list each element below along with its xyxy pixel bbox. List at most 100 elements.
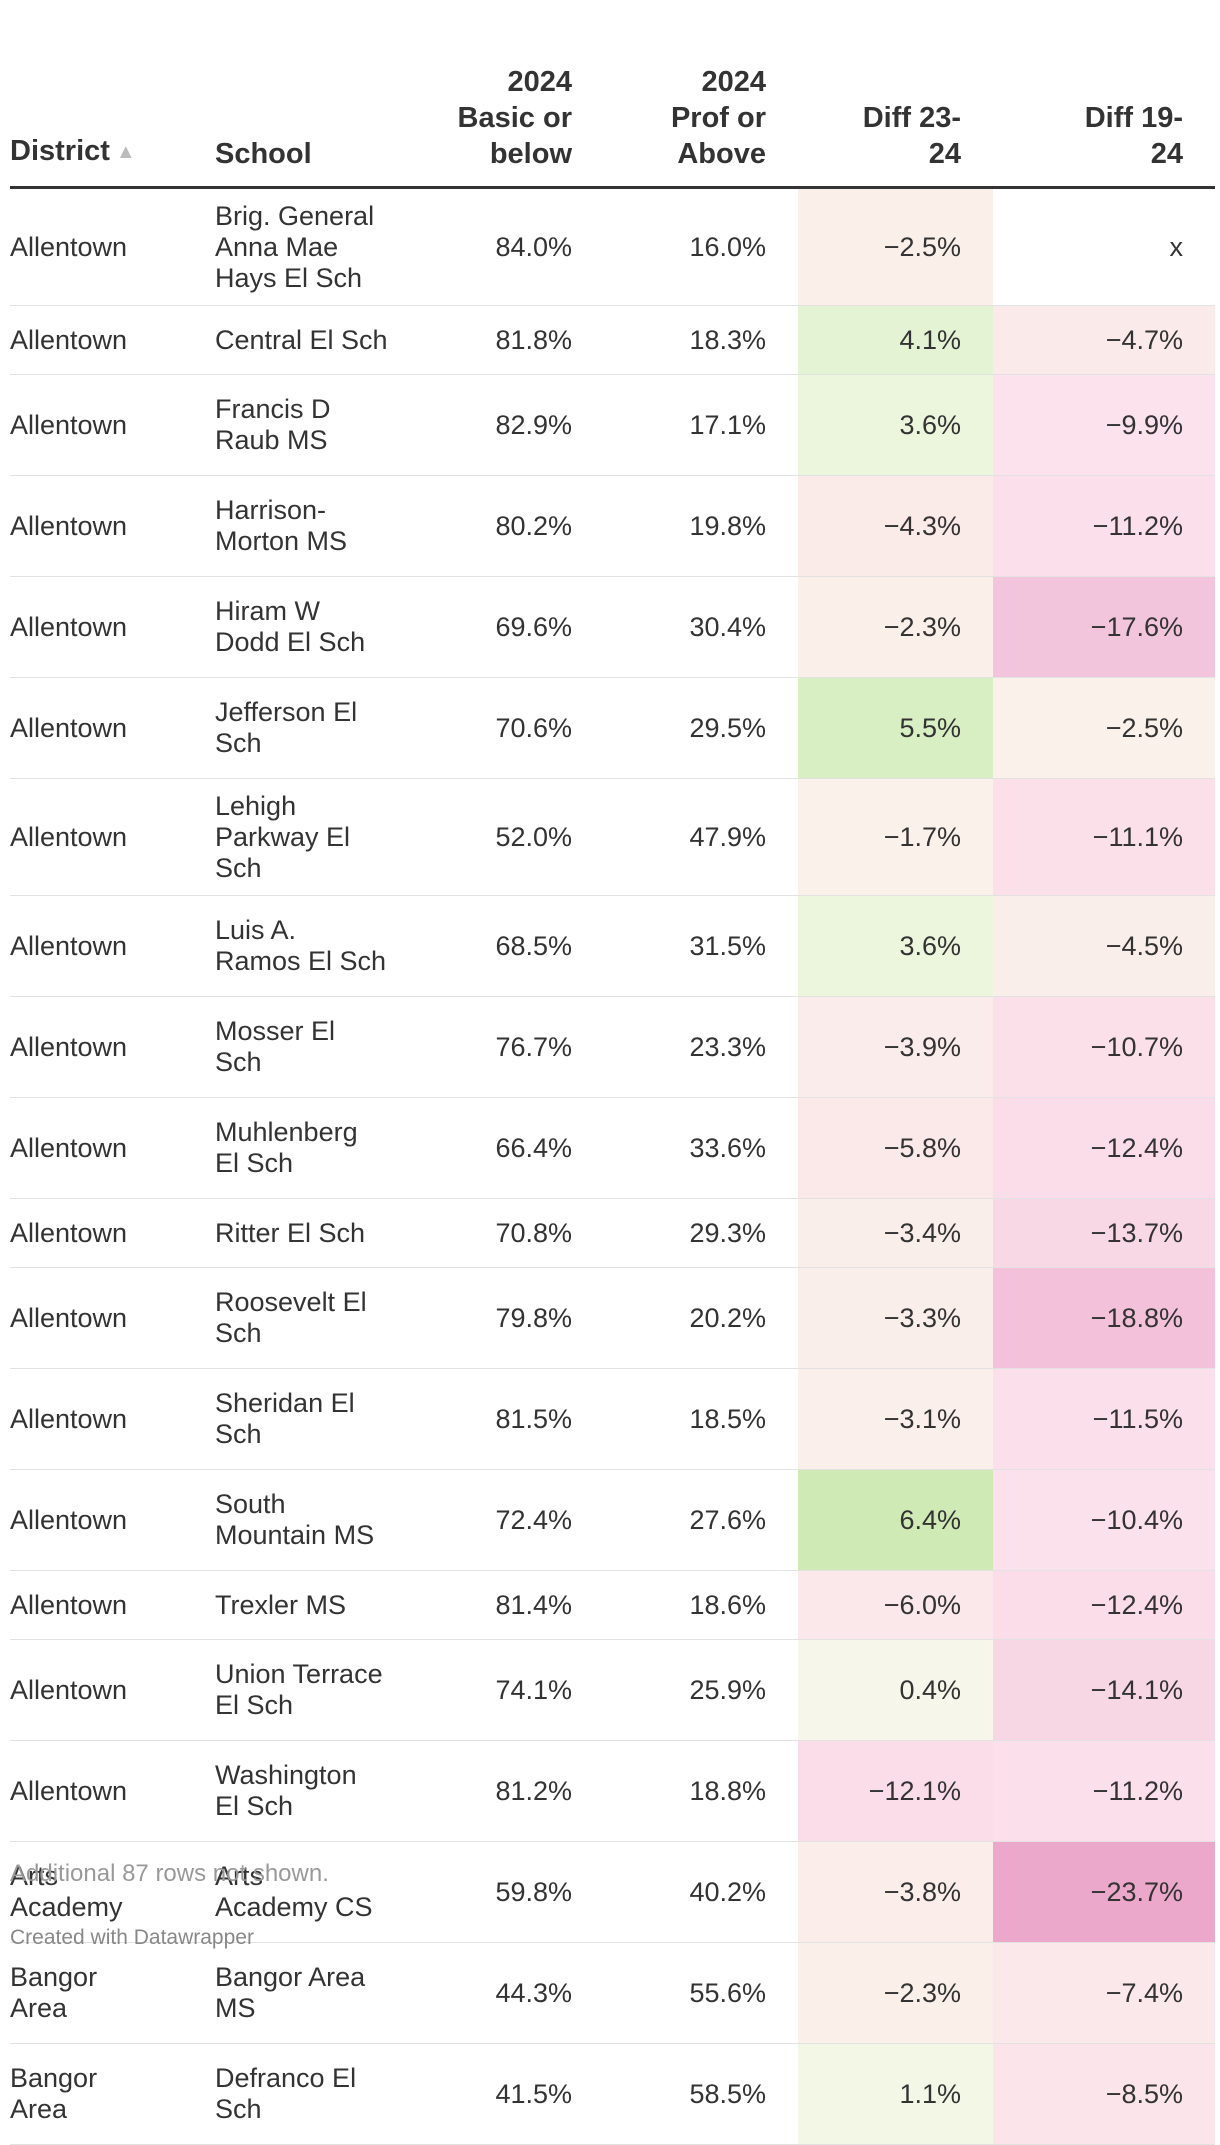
cell-basic: 72.4% bbox=[412, 1469, 604, 1571]
cell-text-line: Area bbox=[10, 1993, 68, 2023]
table-container: District ▲ School 2024 Basic or below 2024 Prof… bbox=[10, 0, 1215, 2145]
cell-text-line: Allentown bbox=[10, 821, 128, 852]
cell-text-line: Washington bbox=[215, 1760, 357, 1790]
cell-d2324: 4.1% bbox=[798, 305, 993, 375]
column-header-prof[interactable]: 2024 Prof or Above bbox=[604, 0, 798, 189]
cell-text-line: Muhlenberg bbox=[215, 1117, 358, 1147]
cell-d1924: −8.5% bbox=[993, 2043, 1215, 2145]
column-header-text: 2024 bbox=[701, 66, 766, 98]
cell-d1924: −12.4% bbox=[993, 1570, 1215, 1640]
cell-prof: 47.9% bbox=[604, 778, 798, 896]
cell-text-line: Allentown bbox=[10, 930, 128, 961]
cell-text-line: Trexler MS bbox=[215, 1589, 347, 1620]
cell-d2324: −3.1% bbox=[798, 1368, 993, 1470]
table-row: Allentown Harrison- Morton MS 80.2% 19.8% −4.… bbox=[10, 475, 1215, 577]
cell-prof: 58.5% bbox=[604, 2043, 798, 2145]
sort-ascending-icon[interactable]: ▲ bbox=[115, 141, 136, 163]
cell-basic: 69.6% bbox=[412, 576, 604, 678]
column-header-school[interactable]: School bbox=[215, 0, 412, 189]
rows-not-shown-note: Additional 87 rows not shown. bbox=[10, 1860, 329, 1887]
cell-school: Jefferson El Sch bbox=[215, 677, 412, 779]
table-row: Allentown Roosevelt El Sch 79.8% 20.2% −3.3% −… bbox=[10, 1267, 1215, 1369]
cell-basic: 70.6% bbox=[412, 677, 604, 779]
cell-text-line: Brig. General bbox=[215, 200, 375, 231]
cell-text-line: Dodd El Sch bbox=[215, 627, 366, 657]
cell-d2324: −6.0% bbox=[798, 1570, 993, 1640]
column-header-text: Above bbox=[677, 138, 766, 170]
column-header-d1924[interactable]: Diff 19- 24 bbox=[993, 0, 1215, 189]
cell-d2324: 1.1% bbox=[798, 2043, 993, 2145]
cell-d2324: 3.6% bbox=[798, 895, 993, 997]
cell-text-line: Allentown bbox=[10, 1403, 128, 1434]
cell-district: Allentown bbox=[10, 1267, 215, 1369]
cell-school: Sheridan El Sch bbox=[215, 1368, 412, 1470]
column-header-district[interactable]: District ▲ bbox=[10, 0, 215, 189]
cell-basic: 41.5% bbox=[412, 2043, 604, 2145]
cell-prof: 20.2% bbox=[604, 1267, 798, 1369]
cell-d1924: −11.2% bbox=[993, 1740, 1215, 1842]
cell-prof: 18.3% bbox=[604, 305, 798, 375]
cell-text-line: Harrison- bbox=[215, 495, 327, 525]
cell-text-line: Arts bbox=[215, 1861, 264, 1891]
cell-d2324: −1.7% bbox=[798, 778, 993, 896]
cell-school: Roosevelt El Sch bbox=[215, 1267, 412, 1369]
cell-d1924: x bbox=[993, 187, 1215, 306]
column-header-basic[interactable]: 2024 Basic or below bbox=[412, 0, 604, 189]
cell-basic: 76.7% bbox=[412, 996, 604, 1098]
cell-basic: 79.8% bbox=[412, 1267, 604, 1369]
cell-d2324: −3.8% bbox=[798, 1841, 993, 1943]
cell-text-line: Roosevelt El bbox=[215, 1287, 367, 1317]
cell-text-line: Allentown bbox=[10, 1217, 128, 1248]
cell-d2324: −4.3% bbox=[798, 475, 993, 577]
cell-prof: 31.5% bbox=[604, 895, 798, 997]
column-header-text: 24 bbox=[928, 138, 961, 170]
table-row: Allentown Lehigh Parkway El Sch 52.0% 47.9% −1… bbox=[10, 778, 1215, 896]
cell-basic: 44.3% bbox=[412, 1942, 604, 2044]
cell-district: Allentown bbox=[10, 305, 215, 375]
cell-basic: 59.8% bbox=[412, 1841, 604, 1943]
cell-text-line: Allentown bbox=[10, 1031, 128, 1062]
cell-text-line: MS bbox=[215, 1993, 256, 2023]
column-header-d2324[interactable]: Diff 23- 24 bbox=[798, 0, 993, 189]
cell-text-line: Allentown bbox=[10, 1674, 128, 1705]
cell-prof: 27.6% bbox=[604, 1469, 798, 1571]
column-header-text: District bbox=[10, 135, 110, 167]
cell-district: Bangor Area bbox=[10, 2043, 215, 2145]
cell-basic: 74.1% bbox=[412, 1639, 604, 1741]
cell-d2324: 5.5% bbox=[798, 677, 993, 779]
cell-school: Arts Academy CS bbox=[215, 1841, 412, 1943]
cell-d2324: −12.1% bbox=[798, 1740, 993, 1842]
cell-text-line: Sch bbox=[215, 2094, 262, 2124]
table-row: Allentown Sheridan El Sch 81.5% 18.5% −3.1% −1… bbox=[10, 1368, 1215, 1470]
table-row: Allentown South Mountain MS 72.4% 27.6% 6.4% −… bbox=[10, 1469, 1215, 1571]
cell-school: Trexler MS bbox=[215, 1570, 412, 1640]
cell-text-line: Jefferson El bbox=[215, 697, 358, 727]
cell-school: Central El Sch bbox=[215, 305, 412, 375]
cell-text-line: Allentown bbox=[10, 712, 128, 743]
table-row: Allentown Luis A. Ramos El Sch 68.5% 31.5% 3.… bbox=[10, 895, 1215, 997]
cell-text-line: Union Terrace bbox=[215, 1659, 383, 1689]
cell-school: Bangor Area MS bbox=[215, 1942, 412, 2044]
cell-prof: 25.9% bbox=[604, 1639, 798, 1741]
cell-basic: 81.5% bbox=[412, 1368, 604, 1470]
cell-d2324: −3.3% bbox=[798, 1267, 993, 1369]
cell-text-line: Parkway El bbox=[215, 821, 351, 852]
cell-d1924: −18.8% bbox=[993, 1267, 1215, 1369]
cell-d2324: 0.4% bbox=[798, 1639, 993, 1741]
cell-text-line: South bbox=[215, 1489, 286, 1519]
table-row: Allentown Mosser El Sch 76.7% 23.3% −3.9% −10.… bbox=[10, 996, 1215, 1098]
table-row: Allentown Union Terrace El Sch 74.1% 25.9% 0.… bbox=[10, 1639, 1215, 1741]
cell-district: Allentown bbox=[10, 778, 215, 896]
cell-school: Harrison- Morton MS bbox=[215, 475, 412, 577]
table-row: Allentown Brig. General Anna Mae Hays El Sc… bbox=[10, 187, 1215, 306]
cell-district: Allentown bbox=[10, 576, 215, 678]
datawrapper-credit[interactable]: Created with Datawrapper bbox=[10, 1926, 254, 1949]
cell-d1924: −10.4% bbox=[993, 1469, 1215, 1571]
cell-text-line: Allentown bbox=[10, 1302, 128, 1333]
cell-basic: 81.2% bbox=[412, 1740, 604, 1842]
cell-text-line: El Sch bbox=[215, 1690, 294, 1720]
column-header-text: Diff 23- bbox=[862, 102, 961, 134]
cell-prof: 17.1% bbox=[604, 374, 798, 476]
cell-school: Francis D Raub MS bbox=[215, 374, 412, 476]
cell-basic: 82.9% bbox=[412, 374, 604, 476]
